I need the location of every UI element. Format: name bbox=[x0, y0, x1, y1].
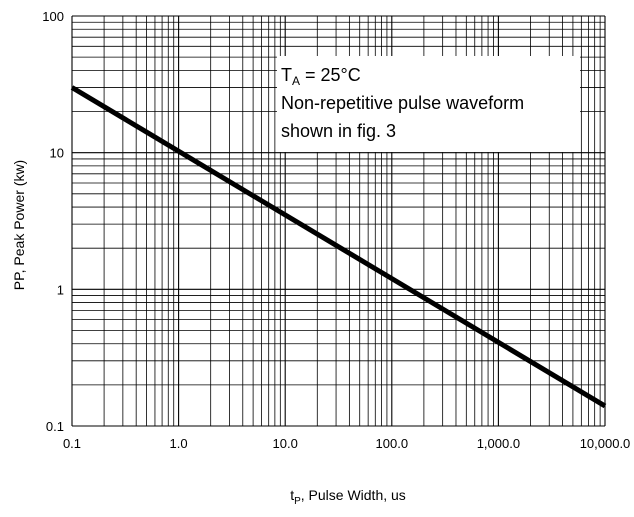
annotation-line-3: shown in fig. 3 bbox=[281, 121, 396, 141]
y-tick-label: 1 bbox=[57, 282, 64, 297]
peak-power-line bbox=[70, 85, 607, 409]
x-tick-label: 1.0 bbox=[170, 436, 188, 451]
y-tick-label: 10 bbox=[50, 146, 64, 161]
y-tick-label: 100 bbox=[42, 9, 64, 24]
x-axis-label: tP, Pulse Width, us bbox=[290, 487, 406, 507]
annotation: TA = 25°C Non-repetitive pulse waveform … bbox=[281, 65, 524, 141]
y-tick-labels: 0.1 1 10 100 bbox=[42, 9, 64, 434]
x-tick-labels: 0.1 1.0 10.0 100.0 1,000.0 10,000.0 bbox=[63, 436, 630, 451]
x-tick-label: 0.1 bbox=[63, 436, 81, 451]
annotation-line-1: TA = 25°C bbox=[281, 65, 361, 88]
annotation-line-2: Non-repetitive pulse waveform bbox=[281, 93, 524, 113]
series-layer bbox=[70, 85, 607, 409]
y-axis-label: PP, Peak Power (kw) bbox=[11, 160, 27, 290]
y-tick-label: 0.1 bbox=[46, 419, 64, 434]
plot-grid bbox=[71, 15, 606, 427]
x-tick-label: 100.0 bbox=[376, 436, 409, 451]
x-tick-label: 10.0 bbox=[273, 436, 298, 451]
x-tick-label: 1,000.0 bbox=[477, 436, 520, 451]
annotation-box bbox=[277, 56, 580, 152]
x-tick-label: 10,000.0 bbox=[580, 436, 631, 451]
